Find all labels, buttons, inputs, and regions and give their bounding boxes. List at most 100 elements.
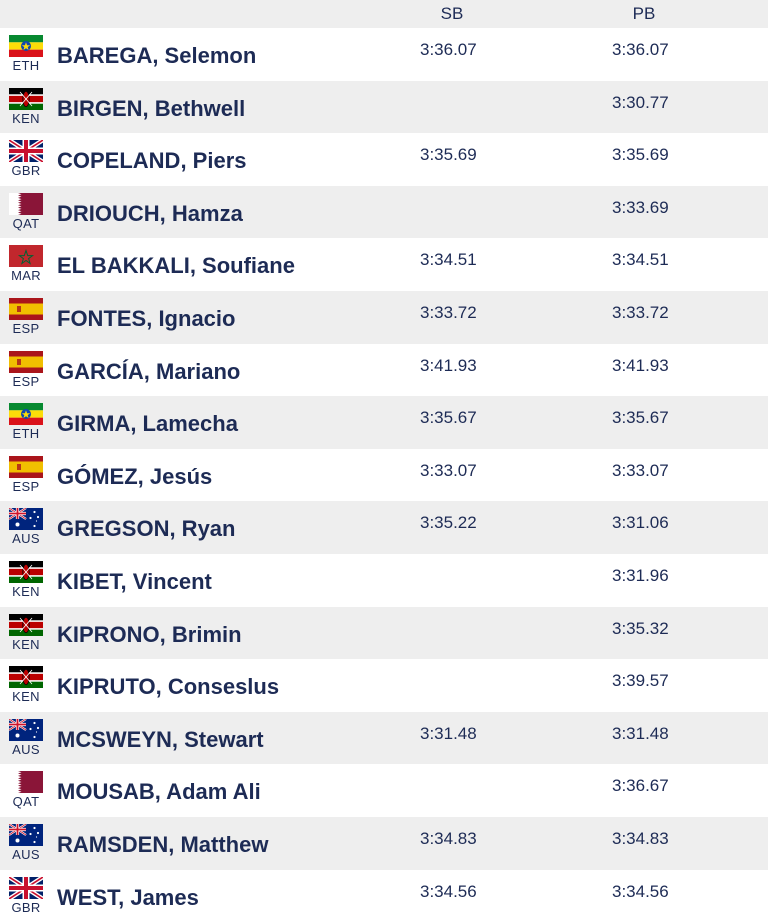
aus-flag-icon [9, 508, 43, 531]
aus-flag-icon [9, 823, 43, 846]
country-cell: KEN [6, 87, 46, 126]
athlete-name-link[interactable]: GREGSON, Ryan [57, 516, 236, 542]
table-row[interactable]: AUS RAMSDEN, Matthew 3:34.83 3:34.83 [0, 816, 768, 870]
table-row[interactable]: KEN KIPRONO, Brimin 3:35.32 [0, 606, 768, 660]
ken-flag-icon [9, 87, 43, 110]
season-best: 3:34.56 [420, 881, 477, 901]
country-code: KEN [12, 110, 40, 126]
personal-best: 3:33.07 [612, 460, 669, 480]
athlete-name-link[interactable]: BIRGEN, Bethwell [57, 95, 246, 121]
athlete-name-link[interactable]: KIBET, Vincent [57, 568, 212, 594]
season-best: 3:35.67 [420, 408, 477, 428]
season-best: 3:33.07 [420, 460, 477, 480]
esp-flag-icon [9, 350, 43, 373]
ken-flag-icon [9, 666, 43, 689]
table-row[interactable]: GBR WEST, James 3:34.56 3:34.56 [0, 870, 768, 923]
athlete-name-link[interactable]: GIRMA, Lamecha [57, 411, 238, 437]
table-row[interactable]: KEN BIRGEN, Bethwell 3:30.77 [0, 80, 768, 134]
season-best: 3:35.69 [420, 145, 477, 165]
athlete-name-link[interactable]: DRIOUCH, Hamza [57, 200, 243, 226]
country-code: ETH [12, 426, 40, 442]
athlete-name-link[interactable]: RAMSDEN, Matthew [57, 831, 269, 857]
country-code: QAT [12, 215, 40, 231]
country-code: ESP [12, 320, 40, 336]
table-row[interactable]: MAR EL BAKKALI, Soufiane 3:34.51 3:34.51 [0, 238, 768, 291]
country-cell: GBR [6, 876, 46, 915]
country-cell: KEN [6, 613, 46, 652]
athlete-name-link[interactable]: KIPRUTO, Conseslus [57, 674, 280, 700]
mar-flag-icon [9, 245, 43, 268]
sb-column-header[interactable]: SB [440, 4, 464, 23]
gbr-flag-icon [9, 876, 43, 899]
country-code: GBR [11, 163, 41, 179]
country-cell: ESP [6, 455, 46, 494]
esp-flag-icon [9, 455, 43, 478]
gbr-flag-icon [9, 140, 43, 163]
country-cell: MAR [6, 245, 46, 283]
aus-flag-icon [9, 718, 43, 741]
personal-best: 3:33.72 [612, 302, 669, 322]
athlete-name-link[interactable]: GÓMEZ, Jesús [57, 463, 213, 489]
table-row[interactable]: GBR COPELAND, Piers 3:35.69 3:35.69 [0, 133, 768, 186]
personal-best: 3:36.07 [612, 40, 669, 59]
country-code: KEN [12, 583, 40, 599]
table-row[interactable]: ESP GÓMEZ, Jesús 3:33.07 3:33.07 [0, 449, 768, 502]
table-body: ETH BAREGA, Selemon 3:36.07 3:36.07 KEN BIRGE… [0, 28, 768, 922]
personal-best: 3:31.96 [612, 565, 669, 585]
personal-best: 3:35.67 [612, 408, 669, 428]
personal-best: 3:39.57 [612, 671, 669, 691]
country-code: ESP [12, 478, 40, 494]
country-cell: AUS [6, 718, 46, 757]
table-row[interactable]: AUS GREGSON, Ryan 3:35.22 3:31.06 [0, 501, 768, 554]
athlete-name-link[interactable]: MCSWEYN, Stewart [57, 726, 264, 752]
table-row[interactable]: ESP FONTES, Ignacio 3:33.72 3:33.72 [0, 290, 768, 344]
ken-flag-icon [9, 560, 43, 583]
athlete-name-link[interactable]: FONTES, Ignacio [57, 305, 236, 331]
country-cell: ETH [6, 35, 46, 73]
table-row[interactable]: ETH BAREGA, Selemon 3:36.07 3:36.07 [0, 28, 768, 81]
country-code: ESP [12, 373, 40, 389]
pb-column-header[interactable]: PB [632, 4, 656, 23]
country-cell: QAT [6, 771, 46, 809]
country-code: KEN [12, 689, 40, 705]
personal-best: 3:36.67 [612, 776, 669, 796]
athlete-name-link[interactable]: MOUSAB, Adam Ali [57, 779, 261, 805]
athlete-name-link[interactable]: COPELAND, Piers [57, 148, 247, 174]
athlete-name-link[interactable]: GARCÍA, Mariano [57, 358, 241, 384]
personal-best: 3:33.69 [612, 197, 669, 217]
table-row[interactable]: ESP GARCÍA, Mariano 3:41.93 3:41.93 [0, 344, 768, 397]
country-code: ETH [12, 58, 40, 73]
season-best: 3:36.07 [420, 40, 477, 59]
esp-flag-icon [9, 297, 43, 320]
country-cell: KEN [6, 560, 46, 599]
country-code: MAR [11, 268, 41, 284]
country-cell: ETH [6, 403, 46, 441]
athlete-name-link[interactable]: EL BAKKALI, Soufiane [57, 253, 295, 279]
country-code: AUS [12, 531, 40, 547]
season-best: 3:33.72 [420, 302, 477, 322]
country-code: QAT [12, 794, 40, 810]
qat-flag-icon [9, 192, 43, 215]
eth-flag-icon [9, 35, 43, 57]
athlete-name-link[interactable]: KIPRONO, Brimin [57, 621, 242, 647]
table-row[interactable]: ETH GIRMA, Lamecha 3:35.67 3:35.67 [0, 396, 768, 449]
season-best: 3:41.93 [420, 355, 477, 375]
country-cell: GBR [6, 140, 46, 178]
athlete-name-link[interactable]: BAREGA, Selemon [57, 43, 257, 68]
table-row[interactable]: AUS MCSWEYN, Stewart 3:31.48 3:31.48 [0, 711, 768, 765]
country-code: KEN [12, 636, 40, 652]
country-cell: QAT [6, 192, 46, 231]
table-row[interactable]: QAT MOUSAB, Adam Ali 3:36.67 [0, 764, 768, 817]
table-row[interactable]: KEN KIPRUTO, Conseslus 3:39.57 [0, 659, 768, 712]
personal-best: 3:41.93 [612, 355, 669, 375]
country-code: GBR [11, 899, 41, 915]
season-best: 3:35.22 [420, 513, 477, 533]
table-row[interactable]: KEN KIBET, Vincent 3:31.96 [0, 554, 768, 607]
eth-flag-icon [9, 403, 43, 426]
country-cell: AUS [6, 508, 46, 546]
country-code: AUS [12, 741, 40, 757]
country-cell: AUS [6, 823, 46, 862]
table-row[interactable]: QAT DRIOUCH, Hamza 3:33.69 [0, 185, 768, 239]
athlete-name-link[interactable]: WEST, James [57, 884, 199, 910]
